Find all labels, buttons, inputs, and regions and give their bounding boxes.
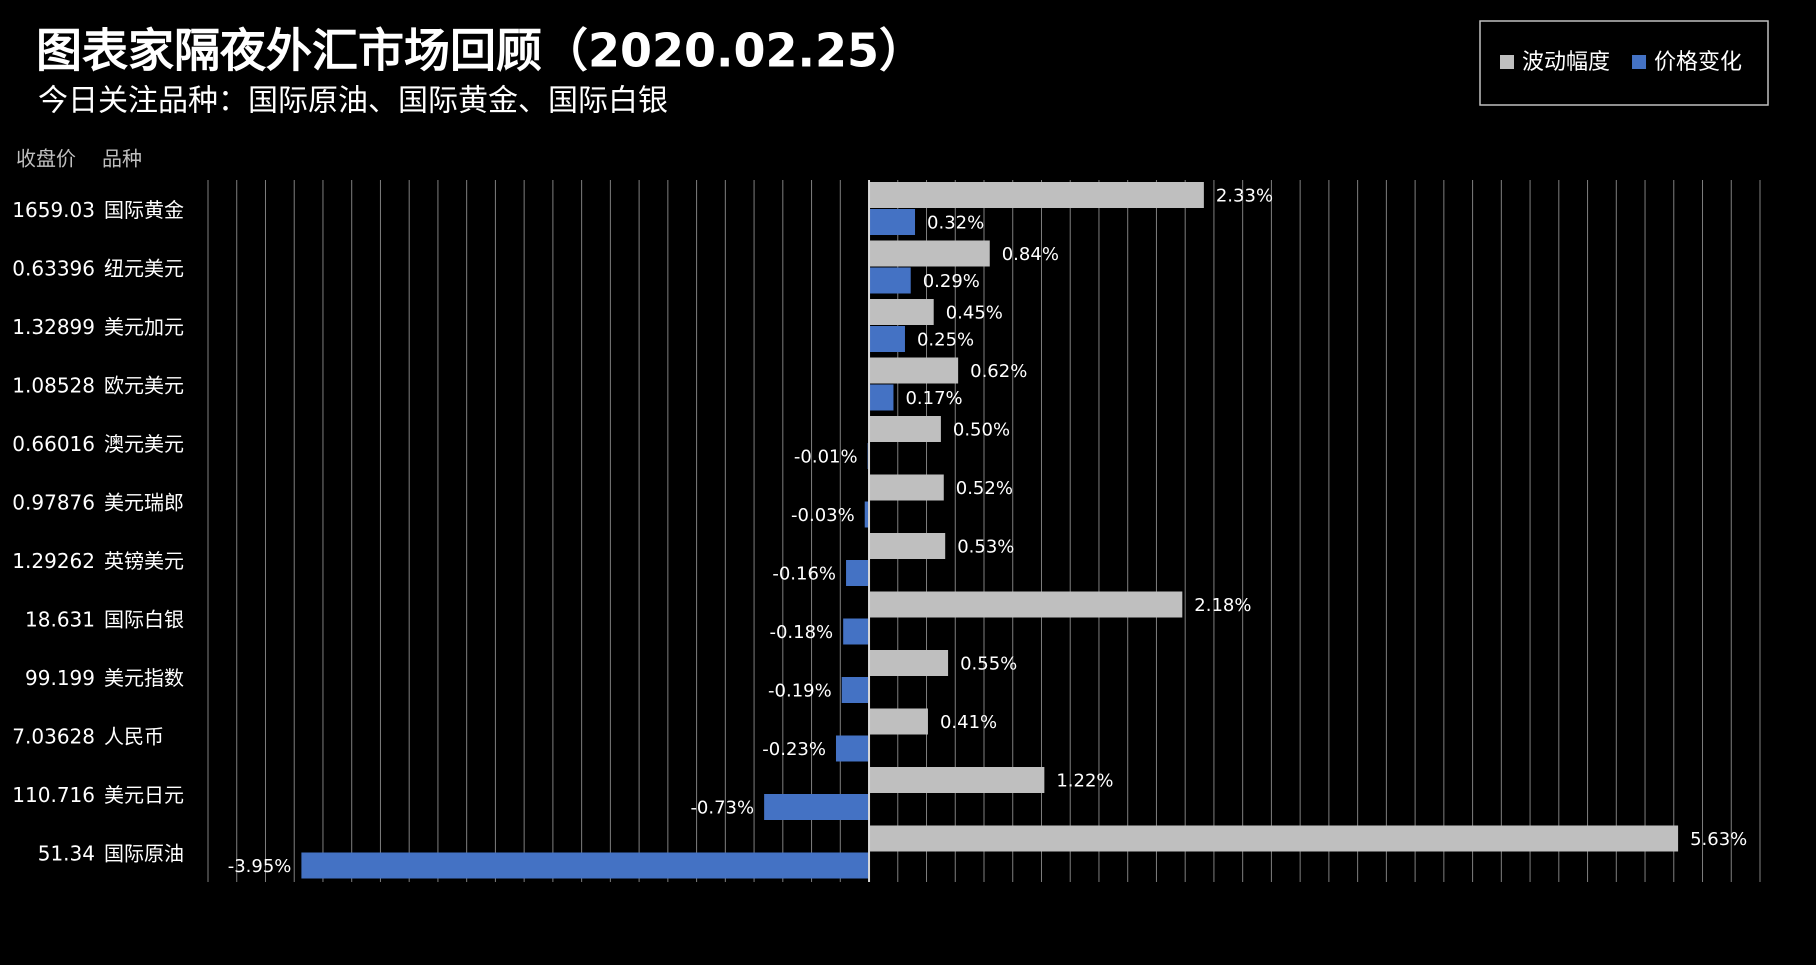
bar <box>843 618 870 645</box>
bar <box>841 677 870 703</box>
category-label: 人民币 <box>104 724 164 748</box>
close-price: 1659.03 <box>12 198 95 222</box>
bar <box>869 326 905 352</box>
bar <box>869 182 1204 208</box>
data-label: 5.63% <box>1690 829 1747 850</box>
category-label: 欧元美元 <box>104 373 184 397</box>
close-price: 0.97876 <box>12 490 95 514</box>
bar <box>869 650 949 676</box>
data-label: -0.18% <box>769 622 833 643</box>
category-label: 国际白银 <box>104 607 184 631</box>
data-label: 0.45% <box>946 303 1003 324</box>
data-label: 0.29% <box>923 271 980 292</box>
bar <box>869 209 916 235</box>
legend-box <box>1479 20 1769 106</box>
bar <box>869 591 1183 618</box>
data-label: 2.33% <box>1216 186 1273 207</box>
data-label: -3.95% <box>228 856 292 877</box>
close-price: 1.32899 <box>12 315 95 339</box>
close-price: 0.66016 <box>12 432 95 456</box>
bar <box>301 852 870 879</box>
close-price: 18.631 <box>25 607 95 631</box>
data-label: 0.55% <box>960 654 1017 675</box>
bar <box>869 357 959 384</box>
close-price: 1.08528 <box>12 373 95 397</box>
close-price: 7.03628 <box>12 724 95 748</box>
bar <box>869 384 894 411</box>
data-label: 0.41% <box>940 712 997 733</box>
legend-swatch <box>1632 55 1647 69</box>
data-label: 2.18% <box>1194 595 1251 616</box>
bar <box>869 416 941 442</box>
legend-label: 波动幅度 <box>1522 50 1610 75</box>
bar <box>846 560 870 586</box>
category-label: 国际原油 <box>104 841 184 865</box>
close-price: 1.29262 <box>12 549 95 573</box>
data-label: -0.23% <box>762 739 826 760</box>
data-label: -0.16% <box>772 564 836 585</box>
bar <box>835 735 870 762</box>
bar <box>869 767 1045 793</box>
legend-label: 价格变化 <box>1654 50 1742 75</box>
data-label: 0.84% <box>1002 244 1059 265</box>
bar <box>869 240 990 267</box>
column-header: 收盘价 <box>16 147 76 171</box>
bar <box>764 794 870 820</box>
data-label: -0.19% <box>768 681 832 702</box>
data-label: 0.32% <box>927 213 984 234</box>
chart-subtitle: 今日关注品种：国际原油、国际黄金、国际白银 <box>38 84 668 119</box>
legend-swatch <box>1500 55 1514 69</box>
bar <box>864 501 870 528</box>
category-label: 美元日元 <box>104 783 184 807</box>
category-label: 国际黄金 <box>104 198 184 222</box>
category-label: 美元瑞郎 <box>104 490 184 514</box>
data-label: 0.50% <box>953 420 1010 441</box>
chart-title: 图表家隔夜外汇市场回顾（2020.02.25） <box>36 24 925 78</box>
bar <box>869 533 946 559</box>
close-price: 99.199 <box>25 666 95 690</box>
data-label: 0.52% <box>956 478 1013 499</box>
data-label: 0.62% <box>970 361 1027 382</box>
bar <box>869 708 928 735</box>
data-label: -0.01% <box>794 447 858 468</box>
close-price: 51.34 <box>38 841 95 865</box>
data-label: 1.22% <box>1056 771 1113 792</box>
data-label: -0.73% <box>690 798 754 819</box>
bar <box>869 267 911 294</box>
category-label: 澳元美元 <box>104 432 184 456</box>
category-label: 美元加元 <box>104 315 184 339</box>
data-label: 0.25% <box>917 330 974 351</box>
bar <box>869 299 934 325</box>
category-label: 纽元美元 <box>104 256 184 280</box>
close-price: 0.63396 <box>12 256 95 280</box>
category-label: 美元指数 <box>104 666 184 690</box>
data-label: 0.17% <box>905 388 962 409</box>
bar <box>869 825 1679 852</box>
data-label: 0.53% <box>957 537 1014 558</box>
category-label: 英镑美元 <box>104 549 184 573</box>
column-header: 品种 <box>102 147 142 171</box>
close-price: 110.716 <box>12 783 95 807</box>
bar <box>869 474 944 501</box>
data-label: -0.03% <box>791 505 855 526</box>
